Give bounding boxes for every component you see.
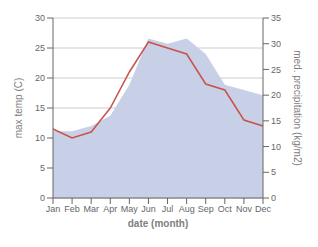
svg-text:35: 35 (271, 13, 281, 23)
svg-text:Apr: Apr (103, 204, 117, 214)
svg-text:max temp (C): max temp (C) (13, 78, 24, 139)
svg-text:20: 20 (35, 73, 45, 83)
svg-text:med. precipitation (kg/m2): med. precipitation (kg/m2) (292, 50, 303, 166)
svg-text:Feb: Feb (64, 204, 80, 214)
svg-text:10: 10 (35, 133, 45, 143)
svg-text:25: 25 (35, 43, 45, 53)
svg-text:15: 15 (271, 116, 281, 126)
svg-text:20: 20 (271, 90, 281, 100)
svg-text:0: 0 (40, 193, 45, 203)
svg-text:Mar: Mar (83, 204, 99, 214)
svg-text:0: 0 (271, 193, 276, 203)
svg-text:Sep: Sep (198, 204, 214, 214)
svg-text:Jun: Jun (141, 204, 156, 214)
svg-text:10: 10 (271, 142, 281, 152)
svg-text:Aug: Aug (179, 204, 195, 214)
svg-text:May: May (121, 204, 139, 214)
svg-text:Nov: Nov (236, 204, 253, 214)
svg-text:30: 30 (35, 13, 45, 23)
svg-text:25: 25 (271, 65, 281, 75)
svg-text:Jul: Jul (162, 204, 174, 214)
svg-text:date (month): date (month) (128, 218, 189, 229)
svg-text:Jan: Jan (46, 204, 61, 214)
svg-text:5: 5 (40, 163, 45, 173)
svg-text:5: 5 (271, 167, 276, 177)
svg-text:Oct: Oct (218, 204, 233, 214)
svg-text:30: 30 (271, 39, 281, 49)
svg-text:Dec: Dec (255, 204, 272, 214)
svg-text:15: 15 (35, 103, 45, 113)
